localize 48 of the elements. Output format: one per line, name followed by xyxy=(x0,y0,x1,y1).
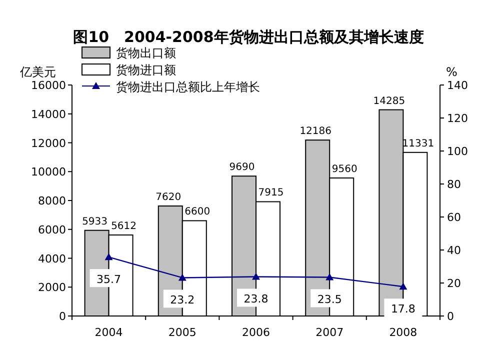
legend-label: 货物进口额 xyxy=(116,63,176,77)
x-tick-label: 2004 xyxy=(94,326,123,339)
data-label: 9560 xyxy=(332,164,358,175)
x-tick-label: 2008 xyxy=(389,326,418,339)
data-label: 5933 xyxy=(82,216,108,228)
data-label: 17.8 xyxy=(390,302,416,316)
data-label: 23.2 xyxy=(170,294,195,307)
x-tick-label: 2005 xyxy=(168,326,196,339)
x-tick-label: 2007 xyxy=(316,326,344,339)
data-label: 35.7 xyxy=(96,273,122,286)
data-label: 7620 xyxy=(156,192,182,203)
data-label: 12186 xyxy=(300,126,332,138)
y2-tick-label: 0 xyxy=(447,310,454,323)
data-label: 6600 xyxy=(184,206,210,218)
data-label: 7915 xyxy=(258,188,284,199)
legend-label: 货物出口额 xyxy=(116,46,176,60)
y-tick-label: 2000 xyxy=(38,281,66,294)
x-tick-label: 2006 xyxy=(242,326,270,339)
point xyxy=(178,274,186,281)
point xyxy=(399,282,408,290)
data-label: 14285 xyxy=(373,96,406,107)
y-tick-label: 14000 xyxy=(31,108,66,121)
legend-label: 货物进出口总额比上年增长 xyxy=(116,80,260,94)
y2-axis-title: % xyxy=(446,65,458,79)
point xyxy=(252,272,260,280)
data-label: 23.5 xyxy=(317,293,342,306)
y2-tick-label: 140 xyxy=(447,79,468,92)
y-tick-label: 12000 xyxy=(31,136,66,150)
y-tick-label: 6000 xyxy=(38,223,66,236)
y2-tick-label: 60 xyxy=(447,211,461,224)
data-label: 11331 xyxy=(402,138,434,150)
point xyxy=(326,273,334,280)
y2-tick-label: 20 xyxy=(447,277,461,290)
y2-tick-label: 100 xyxy=(447,145,468,158)
chart-title: 图10 2004-2008年货物进出口总额及其增长速度 xyxy=(73,28,424,46)
y-tick-label: 8000 xyxy=(38,194,66,208)
y-tick-label: 10000 xyxy=(31,166,66,179)
y2-tick-label: 80 xyxy=(447,178,461,191)
data-label: 5612 xyxy=(111,220,137,232)
y2-tick-label: 120 xyxy=(447,112,468,125)
y-tick-label: 4000 xyxy=(38,252,66,266)
point xyxy=(104,253,113,260)
y-tick-label: 16000 xyxy=(31,79,66,92)
data-label: 23.8 xyxy=(244,292,268,306)
data-label: 9690 xyxy=(229,162,255,174)
y-tick-label: 0 xyxy=(59,310,66,323)
y2-tick-label: 40 xyxy=(447,244,461,257)
y-axis-title: 亿美元 xyxy=(19,65,56,79)
